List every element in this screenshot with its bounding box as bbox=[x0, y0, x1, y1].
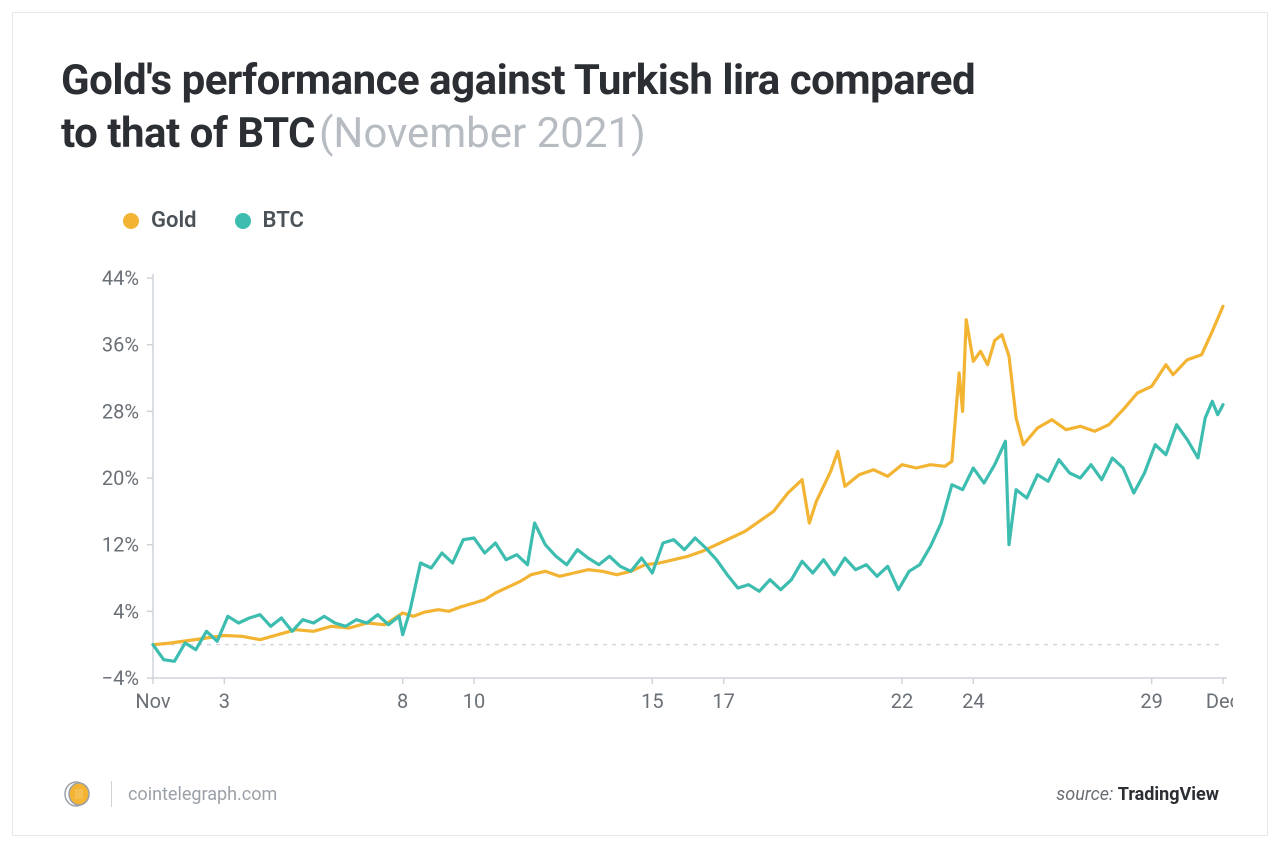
svg-text:28%: 28% bbox=[102, 399, 139, 423]
svg-text:Nov: Nov bbox=[135, 689, 171, 713]
chart-title-line2-sub: (November 2021) bbox=[319, 109, 646, 158]
svg-text:44%: 44% bbox=[102, 268, 139, 290]
footer-left: cointelegraph.com bbox=[61, 779, 277, 809]
legend-item-gold: Gold bbox=[123, 208, 197, 233]
svg-text:−4%: −4% bbox=[102, 666, 139, 690]
chart-title-block: Gold's performance against Turkish lira … bbox=[61, 55, 1061, 160]
chart-legend: Gold BTC bbox=[123, 208, 304, 233]
svg-text:3: 3 bbox=[219, 689, 230, 713]
footer-site: cointelegraph.com bbox=[128, 784, 277, 805]
svg-text:29: 29 bbox=[1140, 689, 1162, 713]
svg-text:8: 8 bbox=[397, 689, 408, 713]
svg-text:36%: 36% bbox=[102, 333, 139, 357]
footer-source-name: TradingView bbox=[1118, 784, 1219, 805]
cointelegraph-logo-icon bbox=[61, 779, 95, 809]
legend-dot-gold bbox=[123, 213, 139, 229]
legend-label-btc: BTC bbox=[263, 208, 304, 233]
svg-text:Dec: Dec bbox=[1206, 689, 1233, 713]
chart-svg: −4% 4% 12% 20% 28% 36% 44% Nov 3 8 10 15 17 22 24 29 Dec bbox=[73, 268, 1233, 718]
chart-footer: cointelegraph.com source: TradingView bbox=[61, 779, 1219, 809]
legend-item-btc: BTC bbox=[235, 208, 304, 233]
svg-text:4%: 4% bbox=[113, 599, 139, 623]
footer-source-prefix: source: bbox=[1056, 784, 1113, 805]
svg-text:10: 10 bbox=[463, 689, 485, 713]
chart-title-line1: Gold's performance against Turkish lira … bbox=[61, 55, 1061, 108]
svg-text:24: 24 bbox=[962, 689, 984, 713]
legend-label-gold: Gold bbox=[151, 208, 197, 233]
svg-text:12%: 12% bbox=[102, 533, 139, 557]
svg-text:17: 17 bbox=[712, 689, 734, 713]
footer-divider bbox=[111, 781, 112, 807]
legend-dot-btc bbox=[235, 213, 251, 229]
chart-title-line2: to that of BTC (November 2021) bbox=[61, 108, 1061, 161]
svg-text:15: 15 bbox=[641, 689, 663, 713]
chart-title-line2-main: to that of BTC bbox=[61, 109, 315, 158]
svg-text:22: 22 bbox=[891, 689, 913, 713]
chart-area: −4% 4% 12% 20% 28% 36% 44% Nov 3 8 10 15 17 22 24 29 Dec bbox=[73, 268, 1233, 718]
chart-card: Gold's performance against Turkish lira … bbox=[12, 12, 1268, 836]
footer-right: source: TradingView bbox=[1056, 784, 1219, 805]
svg-text:20%: 20% bbox=[102, 466, 139, 490]
